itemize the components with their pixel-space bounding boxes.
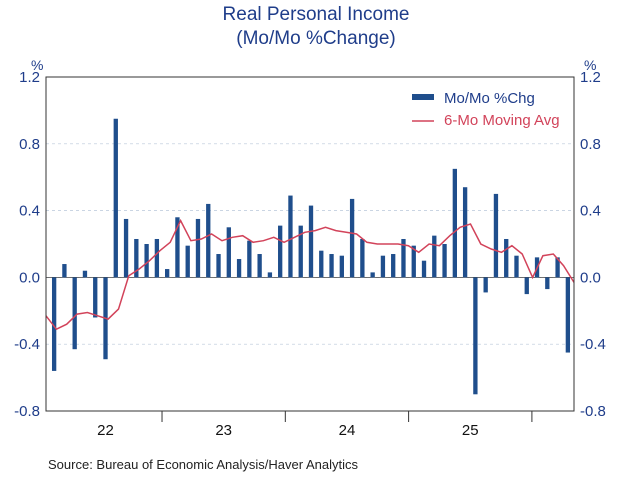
bar xyxy=(216,254,221,278)
y-tick-label-left: -0.8 xyxy=(14,403,40,420)
bar xyxy=(267,272,273,278)
x-tick-label: 24 xyxy=(339,422,356,439)
bar xyxy=(442,244,447,278)
x-tick-label: 22 xyxy=(97,422,114,439)
bar xyxy=(51,277,57,371)
bar xyxy=(462,187,468,278)
bar xyxy=(123,218,129,278)
bar xyxy=(329,254,334,278)
source-note: Source: Bureau of Economic Analysis/Have… xyxy=(48,457,358,472)
y-tick-label-left: 1.2 xyxy=(19,69,40,86)
y-tick-label-right: 0.8 xyxy=(580,136,601,153)
bar xyxy=(514,255,519,278)
bar xyxy=(185,245,190,278)
bar xyxy=(195,218,201,278)
bar xyxy=(113,118,118,278)
bar xyxy=(319,250,324,278)
bar xyxy=(144,244,149,278)
bar xyxy=(421,260,427,278)
bar xyxy=(411,245,416,278)
right-axis-unit: % xyxy=(584,57,597,73)
bar xyxy=(452,168,458,278)
bar xyxy=(278,225,283,278)
bar xyxy=(391,254,396,278)
bar xyxy=(154,238,160,278)
bar xyxy=(93,277,98,318)
x-tick-label: 25 xyxy=(462,422,479,439)
chart-subtitle: (Mo/Mo %Change) xyxy=(236,28,396,49)
bar xyxy=(493,193,499,278)
y-tick-label-right: 1.2 xyxy=(580,69,601,86)
bar xyxy=(308,205,314,278)
bar xyxy=(62,264,67,278)
y-tick-label-left: 0.4 xyxy=(19,203,40,220)
bar xyxy=(288,195,293,278)
bar xyxy=(257,254,262,278)
bar xyxy=(175,217,180,278)
bar xyxy=(524,277,529,295)
legend-swatch-bars xyxy=(412,94,434,100)
bar xyxy=(545,277,550,290)
series-line-moving-avg xyxy=(45,218,575,331)
bar xyxy=(247,240,252,278)
y-tick-label-right: -0.4 xyxy=(580,336,606,353)
bar xyxy=(206,203,211,278)
legend-label-line: 6-Mo Moving Avg xyxy=(444,112,560,129)
bar xyxy=(339,255,344,278)
y-tick-label-right: -0.8 xyxy=(580,403,606,420)
plot-frame xyxy=(45,76,575,412)
y-tick-label-left: 0.8 xyxy=(19,136,40,153)
bar xyxy=(236,259,242,278)
bar xyxy=(565,277,571,353)
bar xyxy=(401,238,406,278)
legend-label-bars: Mo/Mo %Chg xyxy=(444,90,535,107)
bar xyxy=(82,270,88,278)
y-tick-label-left: -0.4 xyxy=(14,336,40,353)
bar xyxy=(349,198,355,278)
bar xyxy=(360,238,365,278)
bar xyxy=(134,238,139,278)
bar xyxy=(504,238,509,278)
bar xyxy=(370,272,375,278)
bar xyxy=(164,269,170,278)
x-tick-label: 23 xyxy=(215,422,232,439)
bar xyxy=(298,225,303,278)
bar xyxy=(473,277,478,395)
bar xyxy=(483,277,488,293)
bar xyxy=(72,277,77,350)
bar xyxy=(432,235,437,278)
y-tick-label-right: 0.4 xyxy=(580,203,601,220)
bar xyxy=(380,255,386,278)
chart-title: Real Personal Income xyxy=(222,4,410,25)
bar xyxy=(555,257,560,278)
left-axis-unit: % xyxy=(31,57,44,73)
y-tick-label-right: 0.0 xyxy=(580,269,601,286)
bar xyxy=(226,227,231,278)
y-tick-label-left: 0.0 xyxy=(19,269,40,286)
